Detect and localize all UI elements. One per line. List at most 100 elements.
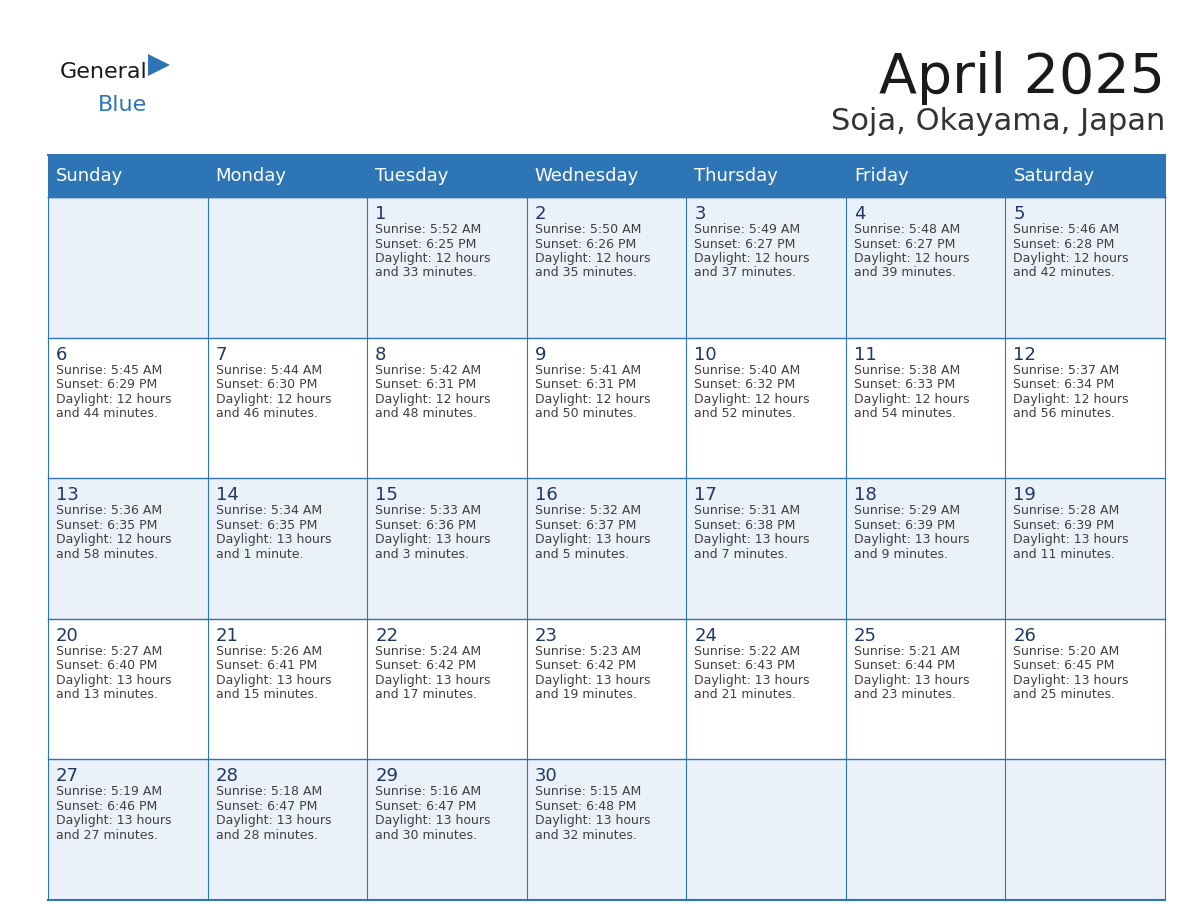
Text: Sunset: 6:47 PM: Sunset: 6:47 PM bbox=[375, 800, 476, 813]
Text: Sunrise: 5:19 AM: Sunrise: 5:19 AM bbox=[56, 786, 162, 799]
Text: Sunrise: 5:28 AM: Sunrise: 5:28 AM bbox=[1013, 504, 1119, 517]
Text: Sunday: Sunday bbox=[56, 167, 124, 185]
Text: 18: 18 bbox=[854, 487, 877, 504]
Text: Sunrise: 5:15 AM: Sunrise: 5:15 AM bbox=[535, 786, 642, 799]
Text: and 42 minutes.: and 42 minutes. bbox=[1013, 266, 1116, 279]
Text: Sunrise: 5:37 AM: Sunrise: 5:37 AM bbox=[1013, 364, 1119, 376]
Text: Daylight: 13 hours: Daylight: 13 hours bbox=[854, 674, 969, 687]
Text: and 33 minutes.: and 33 minutes. bbox=[375, 266, 478, 279]
Text: Sunset: 6:35 PM: Sunset: 6:35 PM bbox=[56, 519, 157, 532]
Text: 20: 20 bbox=[56, 627, 78, 644]
Bar bbox=[48, 338, 1165, 478]
Text: 22: 22 bbox=[375, 627, 398, 644]
Text: Daylight: 13 hours: Daylight: 13 hours bbox=[1013, 533, 1129, 546]
Text: Daylight: 13 hours: Daylight: 13 hours bbox=[215, 533, 331, 546]
Text: and 37 minutes.: and 37 minutes. bbox=[694, 266, 796, 279]
Text: 14: 14 bbox=[215, 487, 239, 504]
Text: Daylight: 12 hours: Daylight: 12 hours bbox=[694, 393, 810, 406]
Text: 16: 16 bbox=[535, 487, 557, 504]
Text: 25: 25 bbox=[854, 627, 877, 644]
Text: Sunset: 6:27 PM: Sunset: 6:27 PM bbox=[694, 238, 796, 251]
Text: Sunset: 6:37 PM: Sunset: 6:37 PM bbox=[535, 519, 636, 532]
Text: Sunset: 6:44 PM: Sunset: 6:44 PM bbox=[854, 659, 955, 672]
Text: Daylight: 13 hours: Daylight: 13 hours bbox=[535, 674, 650, 687]
Text: Sunrise: 5:42 AM: Sunrise: 5:42 AM bbox=[375, 364, 481, 376]
Text: Sunset: 6:45 PM: Sunset: 6:45 PM bbox=[1013, 659, 1114, 672]
Text: and 15 minutes.: and 15 minutes. bbox=[215, 688, 317, 701]
Text: 24: 24 bbox=[694, 627, 718, 644]
Text: and 1 minute.: and 1 minute. bbox=[215, 548, 303, 561]
Text: Daylight: 13 hours: Daylight: 13 hours bbox=[854, 533, 969, 546]
Text: and 56 minutes.: and 56 minutes. bbox=[1013, 407, 1116, 420]
Text: 30: 30 bbox=[535, 767, 557, 786]
Text: and 21 minutes.: and 21 minutes. bbox=[694, 688, 796, 701]
Text: and 39 minutes.: and 39 minutes. bbox=[854, 266, 955, 279]
Text: Daylight: 12 hours: Daylight: 12 hours bbox=[854, 393, 969, 406]
Text: Daylight: 13 hours: Daylight: 13 hours bbox=[694, 674, 810, 687]
Text: Daylight: 12 hours: Daylight: 12 hours bbox=[1013, 252, 1129, 265]
Text: and 30 minutes.: and 30 minutes. bbox=[375, 829, 478, 842]
Text: and 13 minutes.: and 13 minutes. bbox=[56, 688, 158, 701]
Text: and 17 minutes.: and 17 minutes. bbox=[375, 688, 478, 701]
Text: 19: 19 bbox=[1013, 487, 1036, 504]
Text: Daylight: 12 hours: Daylight: 12 hours bbox=[854, 252, 969, 265]
Text: Daylight: 12 hours: Daylight: 12 hours bbox=[56, 393, 171, 406]
Text: Sunset: 6:33 PM: Sunset: 6:33 PM bbox=[854, 378, 955, 391]
Text: Sunset: 6:26 PM: Sunset: 6:26 PM bbox=[535, 238, 636, 251]
Text: 26: 26 bbox=[1013, 627, 1036, 644]
Text: 17: 17 bbox=[694, 487, 718, 504]
Text: Sunset: 6:42 PM: Sunset: 6:42 PM bbox=[535, 659, 636, 672]
Text: 1: 1 bbox=[375, 205, 386, 223]
Text: 12: 12 bbox=[1013, 345, 1036, 364]
Text: Sunrise: 5:49 AM: Sunrise: 5:49 AM bbox=[694, 223, 801, 236]
Text: Sunset: 6:28 PM: Sunset: 6:28 PM bbox=[1013, 238, 1114, 251]
Text: Daylight: 13 hours: Daylight: 13 hours bbox=[694, 533, 810, 546]
Text: Daylight: 13 hours: Daylight: 13 hours bbox=[375, 533, 491, 546]
Text: Sunset: 6:46 PM: Sunset: 6:46 PM bbox=[56, 800, 157, 813]
Text: Sunrise: 5:20 AM: Sunrise: 5:20 AM bbox=[1013, 644, 1119, 658]
Text: Sunrise: 5:29 AM: Sunrise: 5:29 AM bbox=[854, 504, 960, 517]
Text: Daylight: 12 hours: Daylight: 12 hours bbox=[56, 533, 171, 546]
Text: Daylight: 13 hours: Daylight: 13 hours bbox=[215, 674, 331, 687]
Text: Sunset: 6:31 PM: Sunset: 6:31 PM bbox=[375, 378, 476, 391]
Text: and 23 minutes.: and 23 minutes. bbox=[854, 688, 955, 701]
Text: Sunset: 6:38 PM: Sunset: 6:38 PM bbox=[694, 519, 796, 532]
Text: Sunrise: 5:24 AM: Sunrise: 5:24 AM bbox=[375, 644, 481, 658]
Text: and 5 minutes.: and 5 minutes. bbox=[535, 548, 628, 561]
Text: Daylight: 12 hours: Daylight: 12 hours bbox=[535, 252, 650, 265]
Text: Sunrise: 5:31 AM: Sunrise: 5:31 AM bbox=[694, 504, 801, 517]
Text: April 2025: April 2025 bbox=[879, 51, 1165, 105]
Text: Daylight: 13 hours: Daylight: 13 hours bbox=[56, 674, 171, 687]
Text: Sunrise: 5:38 AM: Sunrise: 5:38 AM bbox=[854, 364, 960, 376]
Text: and 9 minutes.: and 9 minutes. bbox=[854, 548, 948, 561]
Text: Daylight: 13 hours: Daylight: 13 hours bbox=[56, 814, 171, 827]
Text: and 46 minutes.: and 46 minutes. bbox=[215, 407, 317, 420]
Text: Sunset: 6:30 PM: Sunset: 6:30 PM bbox=[215, 378, 317, 391]
Text: 4: 4 bbox=[854, 205, 865, 223]
Text: Sunrise: 5:23 AM: Sunrise: 5:23 AM bbox=[535, 644, 640, 658]
Text: Sunset: 6:42 PM: Sunset: 6:42 PM bbox=[375, 659, 476, 672]
Text: Wednesday: Wednesday bbox=[535, 167, 639, 185]
Text: Daylight: 13 hours: Daylight: 13 hours bbox=[215, 814, 331, 827]
Text: and 52 minutes.: and 52 minutes. bbox=[694, 407, 796, 420]
Text: Sunrise: 5:18 AM: Sunrise: 5:18 AM bbox=[215, 786, 322, 799]
Text: and 28 minutes.: and 28 minutes. bbox=[215, 829, 317, 842]
Text: and 50 minutes.: and 50 minutes. bbox=[535, 407, 637, 420]
Text: and 58 minutes.: and 58 minutes. bbox=[56, 548, 158, 561]
Text: Monday: Monday bbox=[215, 167, 286, 185]
Text: and 7 minutes.: and 7 minutes. bbox=[694, 548, 789, 561]
Text: Sunset: 6:25 PM: Sunset: 6:25 PM bbox=[375, 238, 476, 251]
Text: Sunset: 6:27 PM: Sunset: 6:27 PM bbox=[854, 238, 955, 251]
Text: Sunset: 6:39 PM: Sunset: 6:39 PM bbox=[854, 519, 955, 532]
Text: Sunrise: 5:34 AM: Sunrise: 5:34 AM bbox=[215, 504, 322, 517]
Text: Sunrise: 5:27 AM: Sunrise: 5:27 AM bbox=[56, 644, 163, 658]
Text: and 44 minutes.: and 44 minutes. bbox=[56, 407, 158, 420]
Text: Saturday: Saturday bbox=[1013, 167, 1094, 185]
Text: Sunrise: 5:36 AM: Sunrise: 5:36 AM bbox=[56, 504, 162, 517]
Text: Sunrise: 5:16 AM: Sunrise: 5:16 AM bbox=[375, 786, 481, 799]
Text: 11: 11 bbox=[854, 345, 877, 364]
Text: Sunset: 6:39 PM: Sunset: 6:39 PM bbox=[1013, 519, 1114, 532]
Text: and 54 minutes.: and 54 minutes. bbox=[854, 407, 956, 420]
Text: Sunset: 6:47 PM: Sunset: 6:47 PM bbox=[215, 800, 317, 813]
Text: Sunset: 6:36 PM: Sunset: 6:36 PM bbox=[375, 519, 476, 532]
